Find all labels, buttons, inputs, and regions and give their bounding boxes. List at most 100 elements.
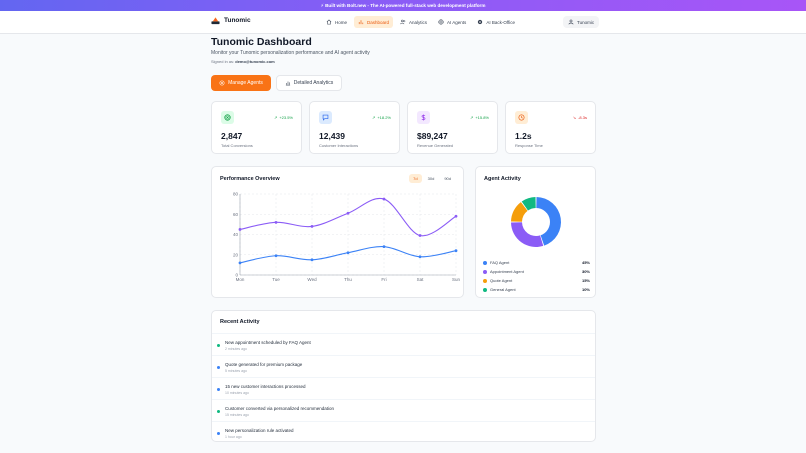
legend-item: Appointment Agent 30% — [483, 267, 590, 276]
legend-name: General Agent — [490, 287, 516, 292]
y-tick-label: 0 — [235, 273, 238, 278]
activity-item: Customer converted via personalized reco… — [212, 399, 595, 421]
stat-card-revenue: ↗ +15.8% $89,247 Revenue Generated — [407, 101, 498, 154]
activity-text: New personalization rule activated — [225, 428, 294, 433]
signed-in-email: demo@tunomic.com — [235, 59, 275, 64]
agent-legend: FAQ Agent 45% Appointment Agent 30% Quote Ag… — [483, 258, 590, 294]
stat-card-interactions: ↗ +18.2% 12,439 Customer Interactions — [309, 101, 400, 154]
data-point[interactable] — [418, 234, 422, 237]
stat-icon-box — [515, 111, 528, 124]
trend-up-icon: ↗ — [469, 115, 474, 120]
home-icon — [326, 19, 332, 25]
activity-text: Quote generated for premium package — [225, 362, 303, 367]
data-point[interactable] — [310, 258, 314, 262]
data-point[interactable] — [310, 225, 314, 228]
agent-activity-title: Agent Activity — [484, 176, 521, 182]
donut-slice[interactable] — [511, 202, 528, 222]
activity-status-dot — [217, 344, 220, 347]
top-navbar: Tunomic Home Dashboard Analytics AI Agen… — [0, 11, 806, 34]
nav-item-ai-back-office[interactable]: AI Back-Office — [473, 16, 519, 28]
settings-icon — [478, 19, 483, 25]
nav-item-home[interactable]: Home — [322, 16, 351, 28]
x-tick-label: Tue — [272, 277, 280, 282]
y-tick-label: 40 — [233, 232, 239, 237]
legend-percent: 30% — [581, 269, 590, 274]
bolt-banner[interactable]: ⚡ Built with Bolt.new - The AI-powered f… — [0, 0, 806, 11]
data-point[interactable] — [418, 255, 422, 259]
user-menu-button[interactable]: Tunomic — [563, 16, 600, 28]
activity-item: New personalization rule activated 1 hour… — [212, 421, 595, 443]
activity-time: 1 hour ago — [225, 435, 242, 439]
trend-up-icon: ↗ — [371, 115, 376, 120]
legend-color-dot — [483, 269, 487, 274]
range-7d[interactable]: 7d — [409, 174, 422, 183]
data-point[interactable] — [274, 220, 278, 224]
activity-time: 15 minutes ago — [225, 413, 249, 417]
activity-text: 15 new customer interactions processed — [225, 384, 306, 389]
activity-time: 10 minutes ago — [225, 391, 249, 395]
nav-label-ai-agents: AI Agents — [447, 19, 467, 25]
stat-label: Revenue Generated — [417, 143, 454, 148]
signed-in-info: Signed in as: demo@tunomic.com — [211, 59, 275, 64]
data-point[interactable] — [238, 228, 242, 231]
donut-slice[interactable] — [521, 197, 536, 211]
user-name: Tunomic — [577, 19, 595, 25]
legend-name: FAQ Agent — [490, 260, 510, 265]
bar-chart-icon — [358, 20, 364, 25]
range-selector: 7d 30d 90d — [409, 174, 455, 183]
nav-item-ai-agents[interactable]: AI Agents — [434, 16, 470, 28]
activity-status-dot — [217, 366, 220, 369]
data-point[interactable] — [274, 254, 278, 258]
stat-label: Total Conversions — [221, 143, 253, 148]
stat-icon-box — [319, 111, 332, 124]
bar-chart-icon — [285, 81, 290, 86]
nav-item-dashboard[interactable]: Dashboard — [354, 16, 394, 28]
stat-label: Response Time — [515, 143, 543, 148]
brand[interactable]: Tunomic — [211, 16, 251, 25]
x-tick-label: Sun — [452, 277, 461, 282]
manage-agents-button[interactable]: Manage Agents — [211, 75, 271, 91]
page-subtitle: Monitor your Tunomic personalization per… — [211, 50, 370, 56]
signed-in-prefix: Signed in as: — [211, 59, 235, 64]
range-90d[interactable]: 90d — [444, 176, 451, 181]
page-title: Tunomic Dashboard — [211, 36, 312, 48]
x-tick-label: Sat — [417, 277, 425, 282]
legend-item: General Agent 10% — [483, 285, 590, 294]
data-point[interactable] — [454, 249, 458, 253]
recent-activity-card: Recent Activity New appointment schedule… — [211, 310, 596, 442]
stat-change: ↗ +23.5% — [274, 115, 293, 120]
data-point[interactable] — [382, 245, 386, 249]
nav-label-ai-back-office: AI Back-Office — [486, 19, 515, 25]
activity-text: New appointment scheduled by FAQ Agent — [225, 340, 311, 345]
y-tick-label: 80 — [233, 192, 239, 197]
activity-status-dot — [217, 410, 220, 413]
donut-slice[interactable] — [536, 197, 561, 246]
activity-text: Customer converted via personalized reco… — [225, 406, 335, 411]
detailed-analytics-label: Detailed Analytics — [293, 80, 334, 86]
performance-line-chart: 0 20 40 60 80 Mon Tue Wed Thu Fri Sat Sun — [233, 192, 461, 283]
legend-color-dot — [483, 260, 487, 265]
globe-icon — [438, 19, 444, 25]
data-point[interactable] — [238, 261, 242, 265]
detailed-analytics-button[interactable]: Detailed Analytics — [276, 75, 342, 91]
data-point[interactable] — [346, 251, 350, 255]
data-point[interactable] — [346, 211, 350, 215]
range-30d[interactable]: 30d — [427, 176, 435, 181]
stat-card-conversions: ↗ +23.5% 2,847 Total Conversions — [211, 101, 302, 154]
stat-change: ↗ +18.2% — [372, 115, 391, 120]
donut-slice[interactable] — [511, 222, 544, 247]
agent-activity-card: Agent Activity FAQ Agent 45% Appointment A… — [475, 166, 596, 298]
stat-change: ↗ +15.8% — [470, 115, 489, 120]
target-icon — [224, 114, 231, 121]
activity-list: New appointment scheduled by FAQ Agent 2 … — [212, 333, 595, 443]
dollar-icon — [421, 114, 426, 121]
data-point[interactable] — [382, 197, 386, 201]
user-icon — [568, 19, 574, 25]
legend-percent: 45% — [581, 260, 590, 265]
stat-value: 12,439 — [319, 131, 345, 141]
activity-time: 5 minutes ago — [225, 369, 247, 373]
data-point[interactable] — [454, 214, 458, 218]
banner-text: ⚡ Built with Bolt.new - The AI-powered f… — [320, 2, 486, 8]
stat-change-value: +15.8% — [475, 115, 489, 120]
nav-item-analytics[interactable]: Analytics — [396, 16, 431, 28]
